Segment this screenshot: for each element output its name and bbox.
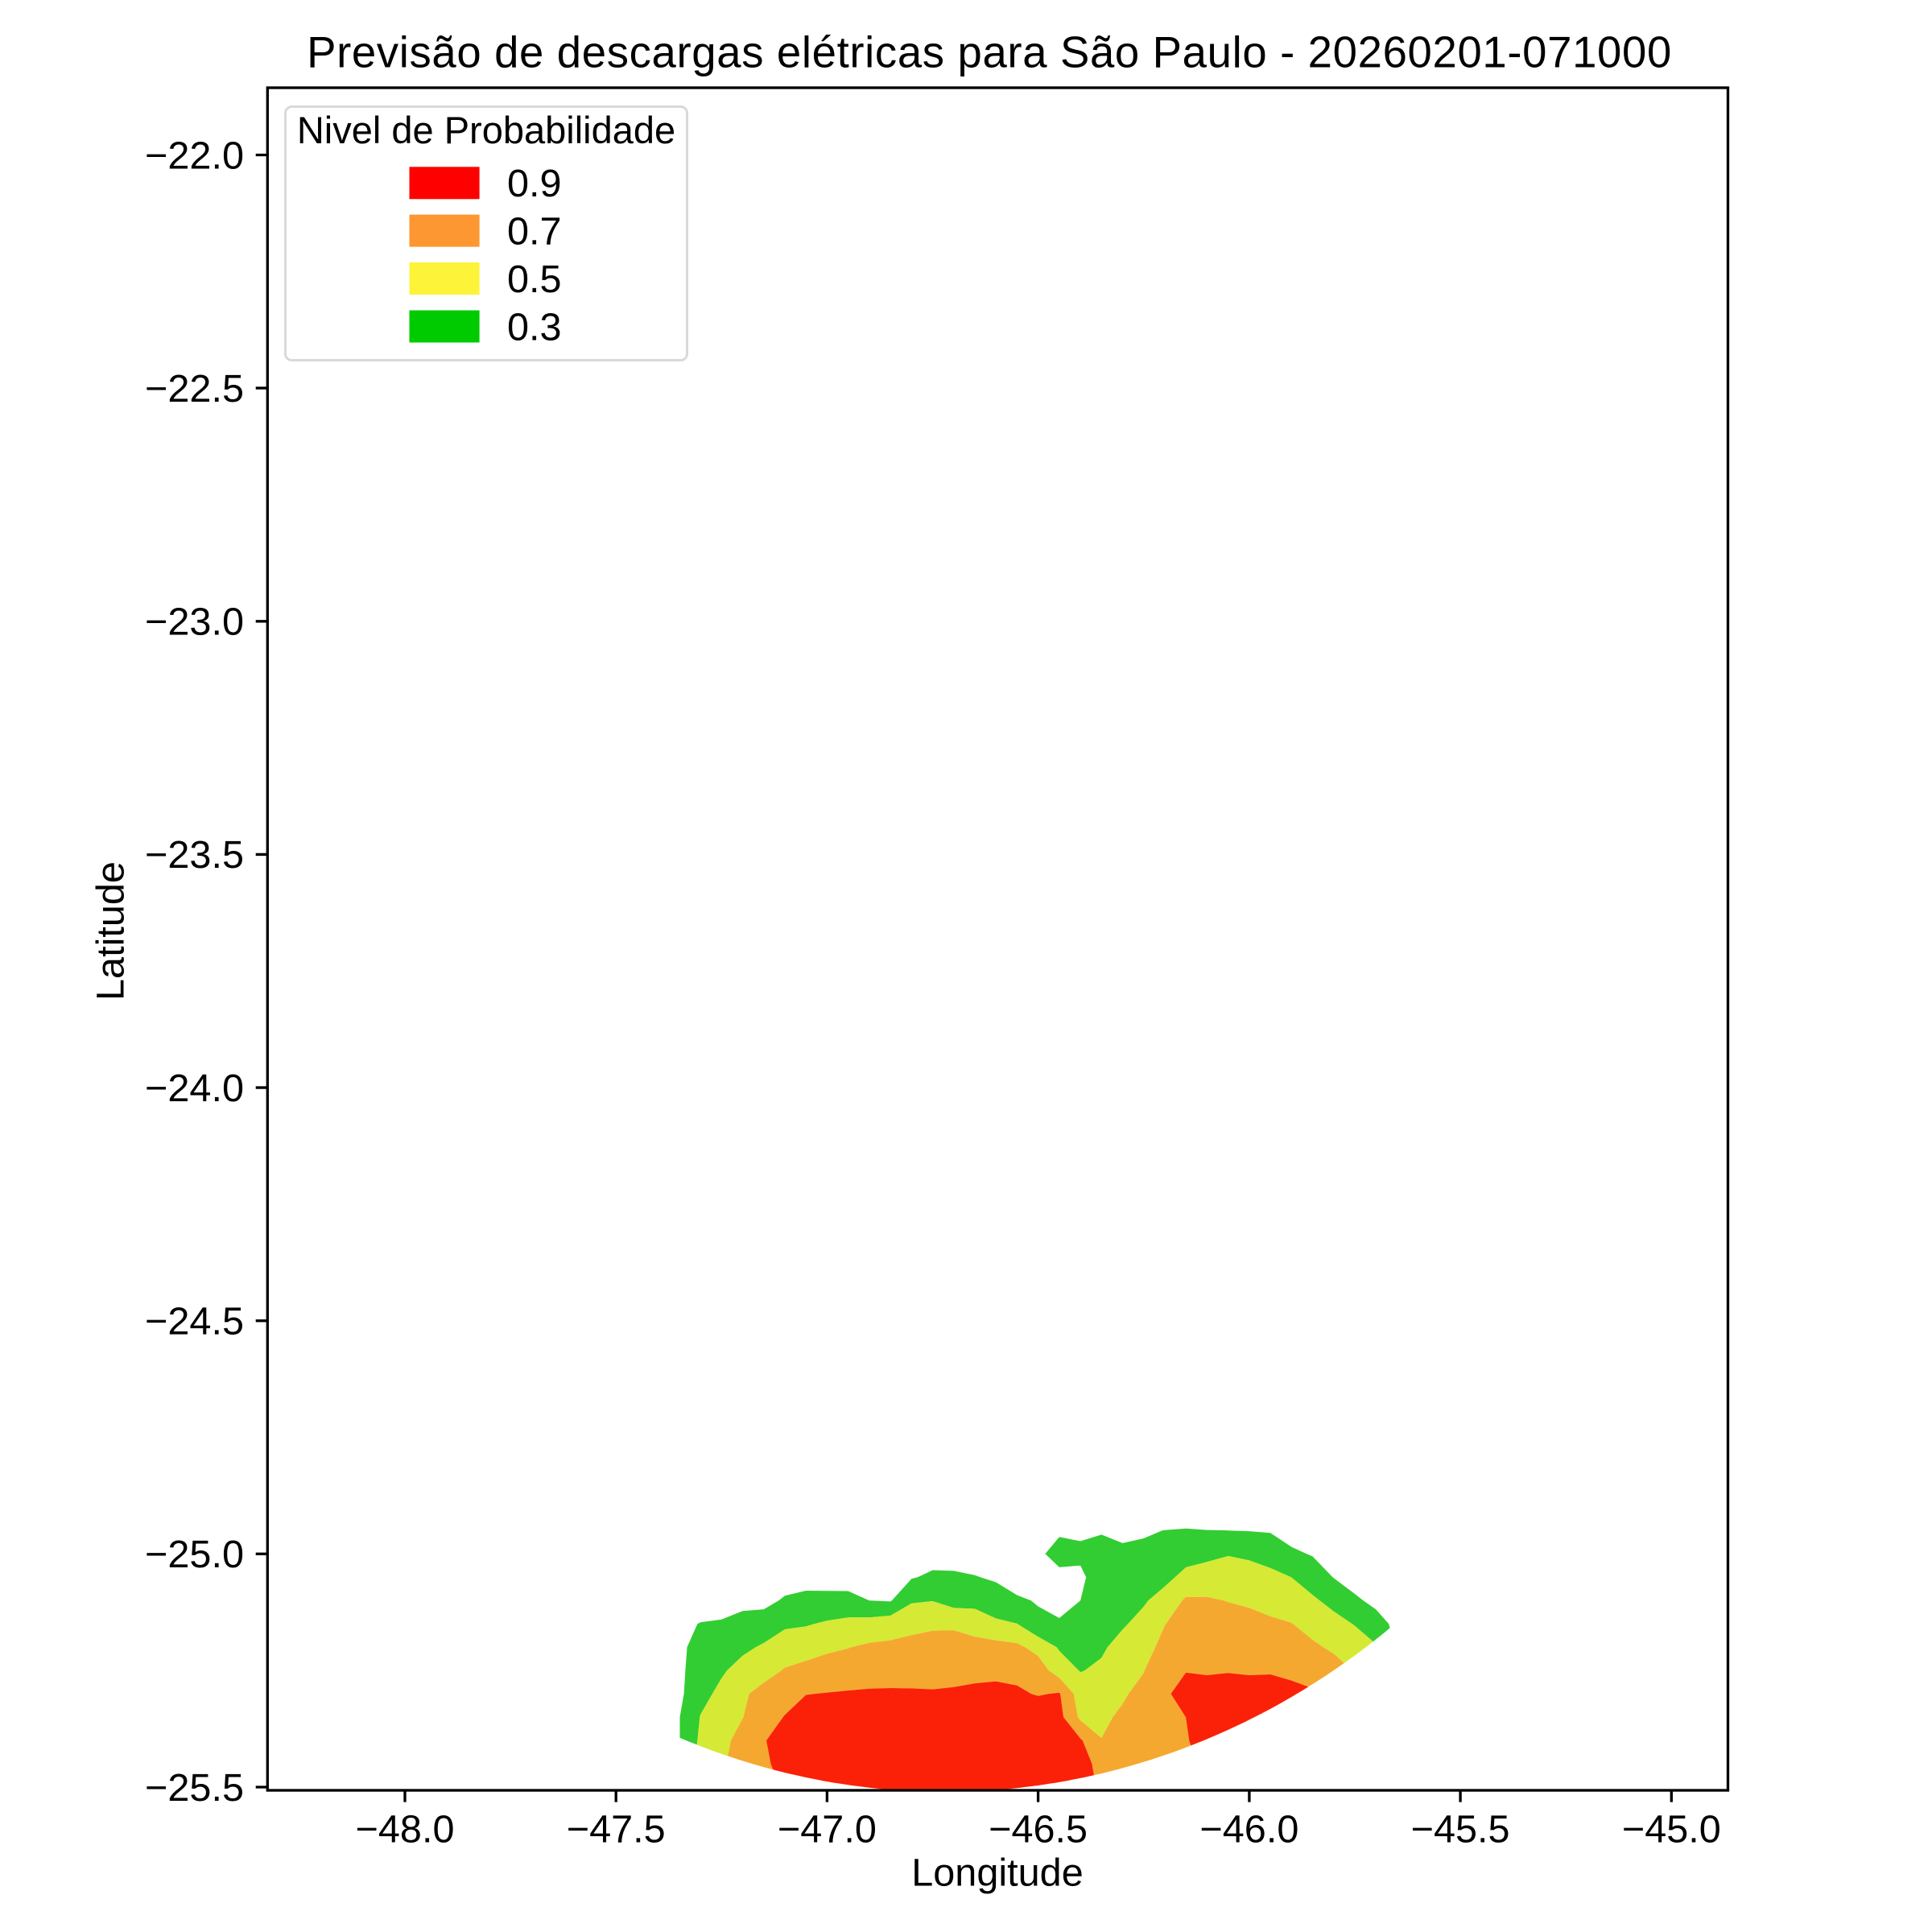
svg-text:0.3: 0.3 (507, 305, 562, 349)
svg-text:−25.5: −25.5 (145, 1766, 244, 1810)
svg-text:0.5: 0.5 (507, 258, 562, 301)
svg-text:−48.0: −48.0 (356, 1808, 455, 1852)
svg-text:0.7: 0.7 (507, 209, 562, 253)
svg-text:−47.5: −47.5 (567, 1808, 666, 1852)
svg-text:−23.5: −23.5 (145, 833, 244, 877)
svg-text:Latitude: Latitude (89, 861, 132, 1001)
svg-text:−24.5: −24.5 (145, 1300, 244, 1344)
svg-text:−45.0: −45.0 (1622, 1808, 1721, 1852)
svg-text:−45.5: −45.5 (1411, 1808, 1510, 1852)
svg-text:−24.0: −24.0 (145, 1067, 244, 1110)
svg-text:Longitude: Longitude (911, 1851, 1083, 1894)
svg-text:−22.5: −22.5 (145, 367, 244, 411)
svg-text:Nivel de Probabilidade: Nivel de Probabilidade (297, 109, 675, 151)
svg-text:−47.0: −47.0 (778, 1808, 877, 1852)
svg-text:−22.0: −22.0 (145, 134, 244, 177)
svg-text:0.9: 0.9 (507, 162, 562, 205)
svg-text:−23.0: −23.0 (145, 601, 244, 644)
svg-text:−46.0: −46.0 (1199, 1808, 1298, 1852)
svg-text:Previsão de descargas elétrica: Previsão de descargas elétricas para São… (307, 27, 1672, 76)
svg-text:−25.0: −25.0 (145, 1533, 244, 1576)
svg-text:−46.5: −46.5 (989, 1808, 1088, 1852)
